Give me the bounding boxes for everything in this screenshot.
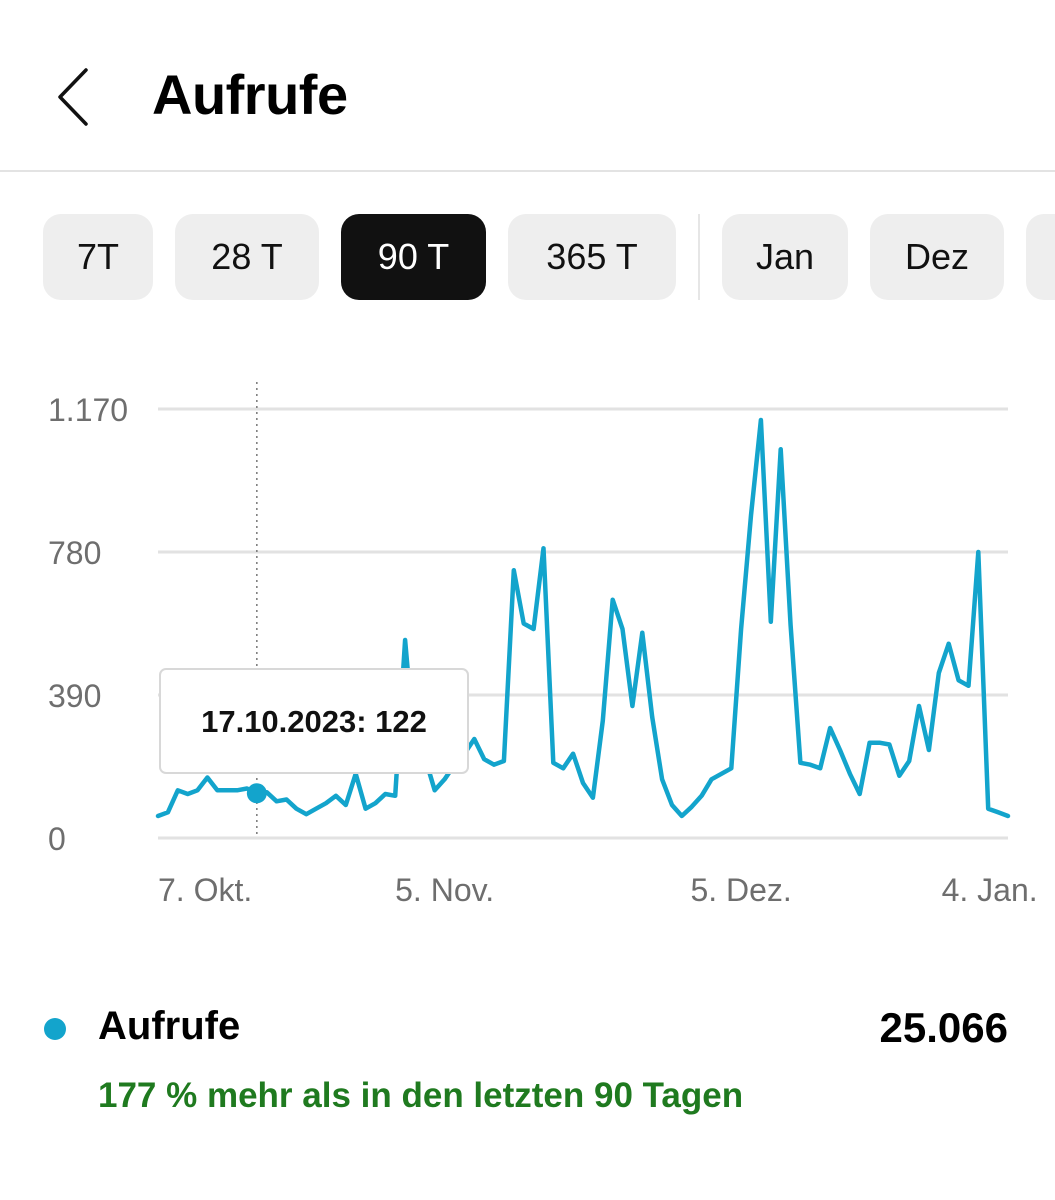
tooltip-point — [246, 783, 267, 804]
tab-28t[interactable]: 28 T — [175, 214, 319, 300]
tab-dez[interactable]: Dez — [870, 214, 1004, 300]
header: Aufrufe — [0, 0, 1055, 172]
x-tick-label: 5. Dez. — [690, 872, 791, 908]
tooltip-text: 17.10.2023: 122 — [201, 704, 427, 739]
page-title: Aufrufe — [152, 63, 348, 126]
tab-7t[interactable]: 7T — [43, 214, 153, 300]
chevron-left-icon[interactable] — [52, 66, 102, 128]
tooltip-box — [159, 668, 469, 774]
x-tick-label: 7. Okt. — [158, 872, 252, 908]
period-tabs: 7T 28 T 90 T 365 T Jan Dez — [0, 214, 1055, 300]
tab-divider — [698, 214, 700, 300]
legend-label: Aufrufe — [98, 1004, 241, 1048]
y-tick-label: 1.170 — [48, 392, 128, 428]
tab-90t[interactable]: 90 T — [341, 214, 486, 300]
x-tick-label: 4. Jan. — [942, 872, 1038, 908]
series-line-aufrufe — [155, 417, 1011, 819]
comparison-text: 177 % mehr als in den letzten 90 Tagen — [98, 1076, 744, 1115]
y-tick-label: 780 — [48, 535, 101, 571]
tab-next[interactable] — [1026, 214, 1055, 300]
x-tick-label: 5. Nov. — [395, 872, 494, 908]
tab-jan[interactable]: Jan — [722, 214, 848, 300]
tab-365t[interactable]: 365 T — [508, 214, 676, 300]
series-dot-icon — [44, 1018, 66, 1040]
total-value: 25.066 — [879, 1004, 1008, 1051]
views-line-chart: 0 390 780 1.170 7. Okt. 5. Nov. 5. Dez. 4. Jan… — [48, 382, 1038, 908]
y-tick-label: 0 — [48, 821, 66, 857]
y-tick-label: 390 — [48, 678, 101, 714]
